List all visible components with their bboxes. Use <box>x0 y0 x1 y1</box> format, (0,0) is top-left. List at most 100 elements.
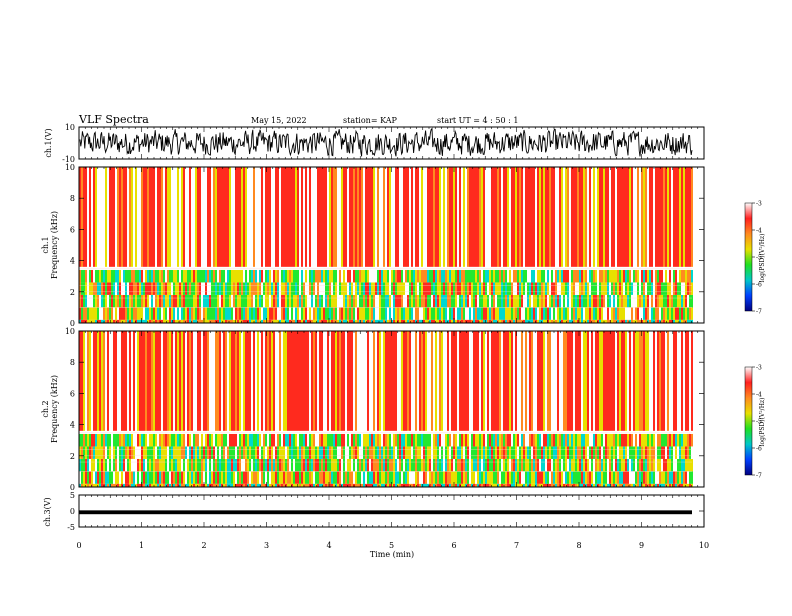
spectrogram-cell <box>381 331 383 431</box>
spectrogram-cell <box>243 294 245 308</box>
spectrogram-cell <box>417 269 419 283</box>
spectrogram-cell <box>443 471 445 484</box>
spectrogram-cell <box>463 307 465 320</box>
spectrogram-cell <box>125 282 127 295</box>
spectrogram-cell <box>453 307 455 320</box>
spectrogram-cell <box>233 331 235 431</box>
spectrogram-cell <box>667 483 669 487</box>
spectrogram-cell <box>321 282 323 295</box>
spectrogram-cell <box>117 446 119 459</box>
spectrogram-cell <box>589 282 591 295</box>
spectrogram-cell <box>177 307 179 320</box>
spectrogram-cell <box>493 319 495 323</box>
spectrogram-cell <box>681 282 683 295</box>
spectrogram-cell <box>351 446 353 459</box>
spectrogram-cell <box>105 433 107 447</box>
spectrogram-cell <box>135 483 137 487</box>
spectrogram-cell <box>571 331 573 431</box>
spectrogram-cell <box>561 294 563 308</box>
spectrogram-cell <box>251 471 253 484</box>
spectrogram-cell <box>253 269 255 283</box>
spectrogram-cell <box>453 331 455 431</box>
spectrogram-cell <box>349 269 351 283</box>
spectrogram-cell <box>243 167 245 267</box>
spectrogram-cell <box>83 433 85 447</box>
spectrogram-cell <box>657 282 659 295</box>
spectrogram-cell <box>191 471 193 484</box>
spectrogram-cell <box>625 458 627 472</box>
spectrogram-cell <box>137 167 139 267</box>
spectrogram-cell <box>217 282 219 295</box>
spectrogram-cell <box>671 307 673 320</box>
spectrogram-cell <box>171 433 173 447</box>
spectrogram-cell <box>567 282 569 295</box>
spectrogram-cell <box>185 294 187 308</box>
spectrogram-cell <box>127 458 129 472</box>
spectrogram-cell <box>351 483 353 487</box>
spectrogram-cell <box>253 307 255 320</box>
spectrogram-cell <box>299 269 301 283</box>
spectrogram-cell <box>541 282 543 295</box>
spectrogram-cell <box>357 446 359 459</box>
spectrogram-cell <box>351 307 353 320</box>
spectrogram-cell <box>85 269 87 283</box>
spectrogram-cell <box>677 282 679 295</box>
spectrogram-cell <box>297 167 299 267</box>
spectrogram-cell <box>665 307 667 320</box>
spectrogram-cell <box>631 483 633 487</box>
spectrogram-cell <box>309 294 311 308</box>
spectrogram-cell <box>517 282 519 295</box>
spectrogram-cell <box>367 458 369 472</box>
spectrogram-cell <box>295 433 297 447</box>
x-tick-label: 1 <box>139 541 144 550</box>
spectrogram-cell <box>357 307 359 320</box>
spectrogram-cell <box>533 446 535 459</box>
spectrogram-cell <box>215 167 217 267</box>
spectrogram-cell <box>211 167 213 267</box>
spectrogram-cell <box>649 458 651 472</box>
spectrogram-cell <box>601 471 603 484</box>
spectrogram-cell <box>581 446 583 459</box>
spectrogram-cell <box>329 294 331 308</box>
spectrogram-cell <box>531 458 533 472</box>
spectrogram-cell <box>157 307 159 320</box>
spectrogram-cell <box>471 167 473 267</box>
spectrogram-cell <box>659 458 661 472</box>
spectrogram-cell <box>467 269 469 283</box>
spectrogram-cell <box>533 433 535 447</box>
spectrogram-cell <box>163 319 165 323</box>
spectrogram-cell <box>685 282 687 295</box>
spectrogram-cell <box>635 282 637 295</box>
spectrogram-cell <box>675 269 677 283</box>
spectrogram-cell <box>419 294 421 308</box>
spectrogram-cell <box>631 167 633 267</box>
spectrogram-cell <box>391 269 393 283</box>
spectrogram-cell <box>369 307 371 320</box>
spectrogram-cell <box>205 331 207 431</box>
spectrogram-cell <box>115 483 117 487</box>
spectrogram-cell <box>397 167 399 267</box>
spectrogram-cell <box>651 294 653 308</box>
spectrogram-cell <box>483 294 485 308</box>
spectrogram-cell <box>263 282 265 295</box>
spectrogram-cell <box>463 471 465 484</box>
spectrogram-cell <box>577 269 579 283</box>
spectrogram-cell <box>465 471 467 484</box>
spectrogram-cell <box>577 446 579 459</box>
spectrogram-cell <box>295 471 297 484</box>
spectrogram-cell <box>163 167 165 267</box>
spectrogram-cell <box>623 269 625 283</box>
spectrogram-cell <box>623 294 625 308</box>
spectrogram-cell <box>235 307 237 320</box>
spectrogram-cell <box>319 167 321 267</box>
spectrogram-cell <box>81 282 83 295</box>
spectrogram-cell <box>367 331 369 431</box>
spectrogram-cell <box>133 319 135 323</box>
spectrogram-cell <box>137 458 139 472</box>
spectrogram-cell <box>617 483 619 487</box>
spectrogram-cell <box>689 319 691 323</box>
spectrogram-cell <box>507 319 509 323</box>
spectrogram-cell <box>683 433 685 447</box>
spectrogram-cell <box>593 319 595 323</box>
spectrogram-cell <box>583 307 585 320</box>
